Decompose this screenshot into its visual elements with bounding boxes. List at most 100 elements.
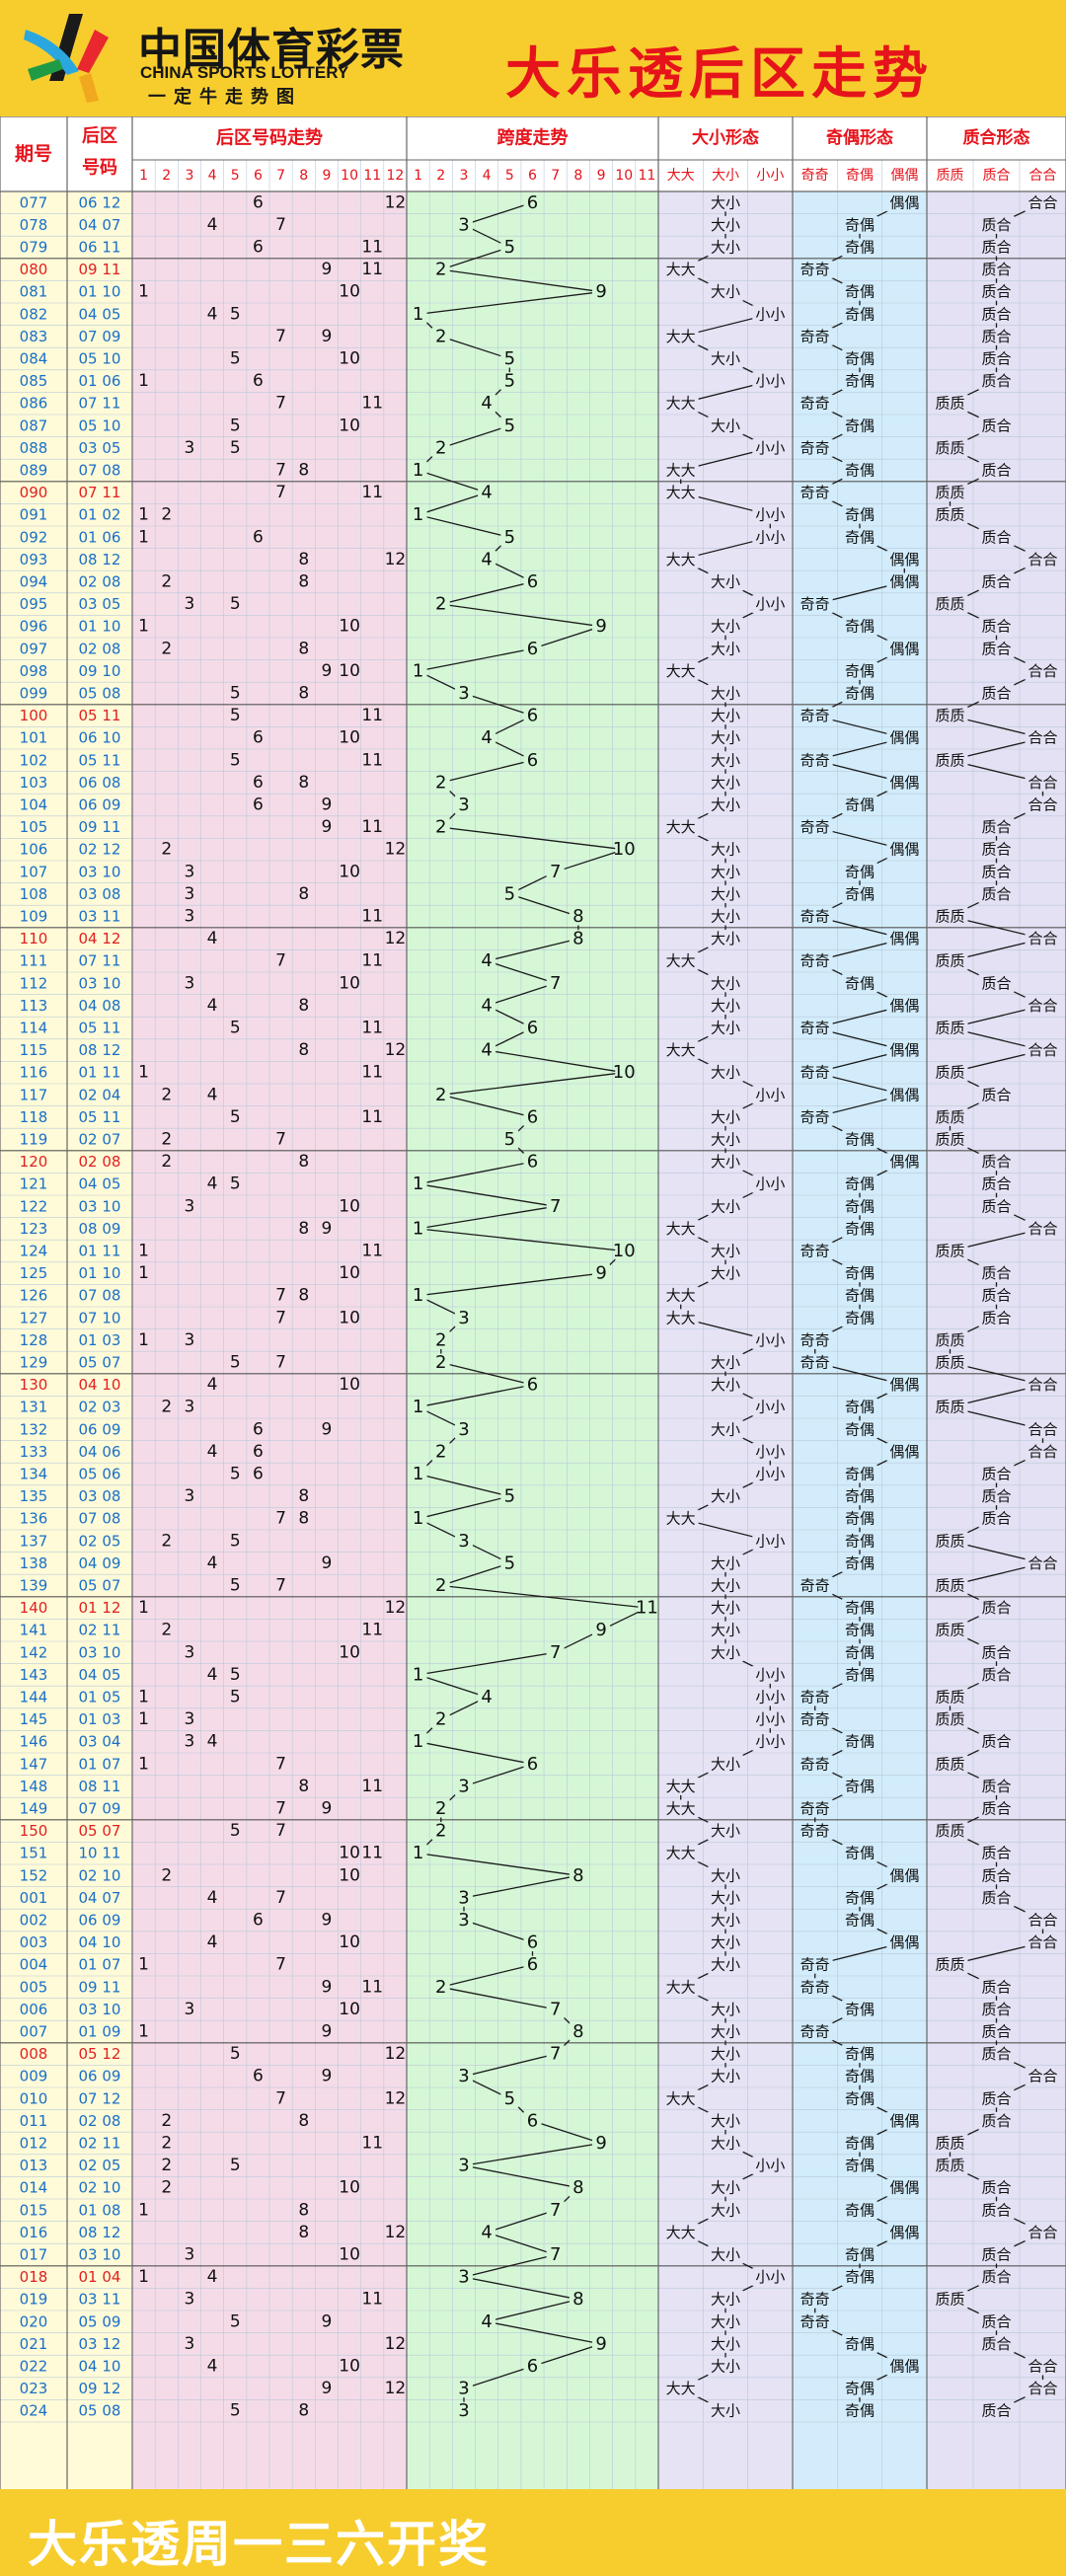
parity-form-mark: 奇偶: [845, 2246, 875, 2264]
prime-label-bg: [978, 863, 1015, 881]
span-value-mark: 6: [527, 1375, 538, 1396]
size-label-bg: [708, 1866, 743, 1885]
issue-number: 002: [20, 1912, 48, 1930]
trend-number-mark: 2: [161, 1130, 172, 1150]
span-label-bg: [409, 1465, 427, 1483]
back-numbers: 01 03: [79, 1331, 121, 1349]
prime-label-bg: [978, 2245, 1015, 2264]
back-numbers: 02 05: [79, 1532, 121, 1550]
trend-number-mark: 3: [185, 2334, 195, 2354]
size-form-mark: 大小: [711, 1622, 740, 1639]
parity-label-bg: [797, 1330, 833, 1349]
issue-number: 007: [20, 2023, 48, 2041]
prime-label-bg: [978, 1509, 1015, 1528]
span-value-mark: 2: [435, 260, 446, 280]
trend-number-mark: 5: [230, 1019, 241, 1038]
size-form-mark: 大小: [711, 239, 740, 257]
trend-number-mark: 11: [361, 483, 383, 502]
trend-number-mark: 9: [322, 661, 333, 681]
trend-number-mark: 10: [339, 1642, 360, 1662]
span-value-mark: 2: [435, 1352, 446, 1373]
prime-label-bg: [1025, 661, 1061, 680]
span-value-mark: 3: [458, 1776, 469, 1796]
trend-number-mark: 11: [361, 1019, 383, 1038]
size-form-mark: 大小: [711, 1554, 740, 1572]
prime-label-bg: [978, 1286, 1015, 1305]
span-label-bg: [546, 863, 565, 881]
prime-label-bg: [978, 1844, 1015, 1862]
size-label-bg: [662, 1309, 699, 1327]
size-label-bg: [708, 1376, 743, 1395]
parity-label-bg: [842, 282, 877, 301]
span-value-mark: 5: [504, 1129, 515, 1150]
span-value-mark: 9: [595, 616, 606, 637]
span-tick-label: 3: [459, 168, 468, 184]
trend-number-mark: 5: [230, 684, 241, 704]
issue-number: 108: [20, 885, 48, 903]
issue-number: 086: [20, 395, 48, 413]
parity-label-bg: [797, 2312, 833, 2331]
size-form-mark: 大小: [711, 1376, 740, 1394]
size-tick-label: 大小: [712, 168, 739, 184]
trend-number-mark: 8: [298, 1219, 309, 1239]
parity-form-mark: 奇偶: [845, 1420, 875, 1438]
back-numbers: 09 10: [79, 662, 121, 680]
span-label-bg: [431, 1822, 450, 1841]
size-label-bg: [708, 2111, 743, 2130]
back-numbers: 02 08: [79, 1153, 121, 1171]
size-label-bg: [662, 1041, 699, 1060]
size-label-bg: [708, 1264, 743, 1283]
size-form-mark: 小小: [755, 1666, 785, 1684]
trend-number-mark: 4: [207, 1665, 218, 1685]
trend-number-mark: 3: [185, 438, 195, 458]
span-label-bg: [431, 1330, 450, 1349]
back-numbers: 08 11: [79, 1778, 121, 1795]
span-value-mark: 8: [572, 2289, 583, 2310]
span-label-bg: [523, 1376, 542, 1395]
span-value-mark: 3: [458, 1887, 469, 1908]
span-value-mark: 3: [458, 1910, 469, 1931]
size-label-bg: [708, 1107, 743, 1126]
trend-number-mark: 2: [161, 572, 172, 592]
size-form-mark: 小小: [755, 1443, 785, 1461]
prime-form-mark: 质合: [981, 2112, 1011, 2130]
span-label-bg: [478, 2223, 496, 2241]
span-label-bg: [500, 238, 519, 257]
issue-number: 152: [20, 1866, 48, 1884]
span-label-bg: [431, 438, 450, 457]
size-form-mark: 大小: [711, 1354, 740, 1372]
prime-label-bg: [932, 1955, 968, 1974]
trend-number-mark: 11: [361, 1621, 383, 1640]
size-label-bg: [708, 796, 743, 814]
span-value-mark: 2: [435, 817, 446, 838]
span-label-bg: [523, 707, 542, 725]
size-form-mark: 小小: [755, 1331, 785, 1349]
span-label-bg: [478, 1688, 496, 1706]
prime-form-mark: 质质: [935, 1822, 964, 1840]
issue-number: 078: [20, 216, 48, 234]
parity-form-mark: 奇奇: [800, 751, 830, 769]
size-form-mark: 大小: [711, 1064, 740, 1082]
issue-number: 097: [20, 640, 48, 657]
issue-number: 132: [20, 1420, 48, 1438]
prime-form-mark: 质合: [981, 350, 1011, 368]
size-label-bg: [662, 261, 699, 279]
span-label-bg: [431, 773, 450, 792]
trend-number-mark: 7: [275, 1308, 286, 1327]
size-form-mark: 大小: [711, 193, 740, 211]
size-label-bg: [708, 1576, 743, 1595]
size-tick-label: 小小: [756, 168, 784, 184]
prime-label-bg: [932, 2157, 968, 2175]
prime-form-mark: 质合: [981, 885, 1011, 903]
size-label-bg: [708, 193, 743, 212]
prime-label-bg: [932, 1242, 968, 1260]
size-label-bg: [662, 2223, 699, 2241]
trend-number-mark: 10: [339, 416, 360, 435]
prime-form-mark: 质合: [981, 283, 1011, 301]
trend-number-mark: 5: [230, 438, 241, 458]
span-label-bg: [569, 1866, 587, 1885]
prime-label-bg: [978, 572, 1015, 591]
back-numbers: 09 11: [79, 261, 121, 278]
back-numbers: 03 10: [79, 1643, 121, 1661]
parity-form-mark: 偶偶: [889, 729, 919, 747]
